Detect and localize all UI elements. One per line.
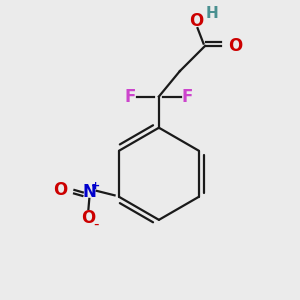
Text: F: F xyxy=(182,88,193,106)
Text: +: + xyxy=(91,181,101,191)
Text: O: O xyxy=(228,37,242,55)
Text: N: N xyxy=(82,183,96,201)
Text: O: O xyxy=(81,208,95,226)
Text: O: O xyxy=(53,181,68,199)
Text: F: F xyxy=(125,88,136,106)
Text: H: H xyxy=(205,6,218,21)
Text: -: - xyxy=(93,217,99,232)
Text: O: O xyxy=(189,12,203,30)
